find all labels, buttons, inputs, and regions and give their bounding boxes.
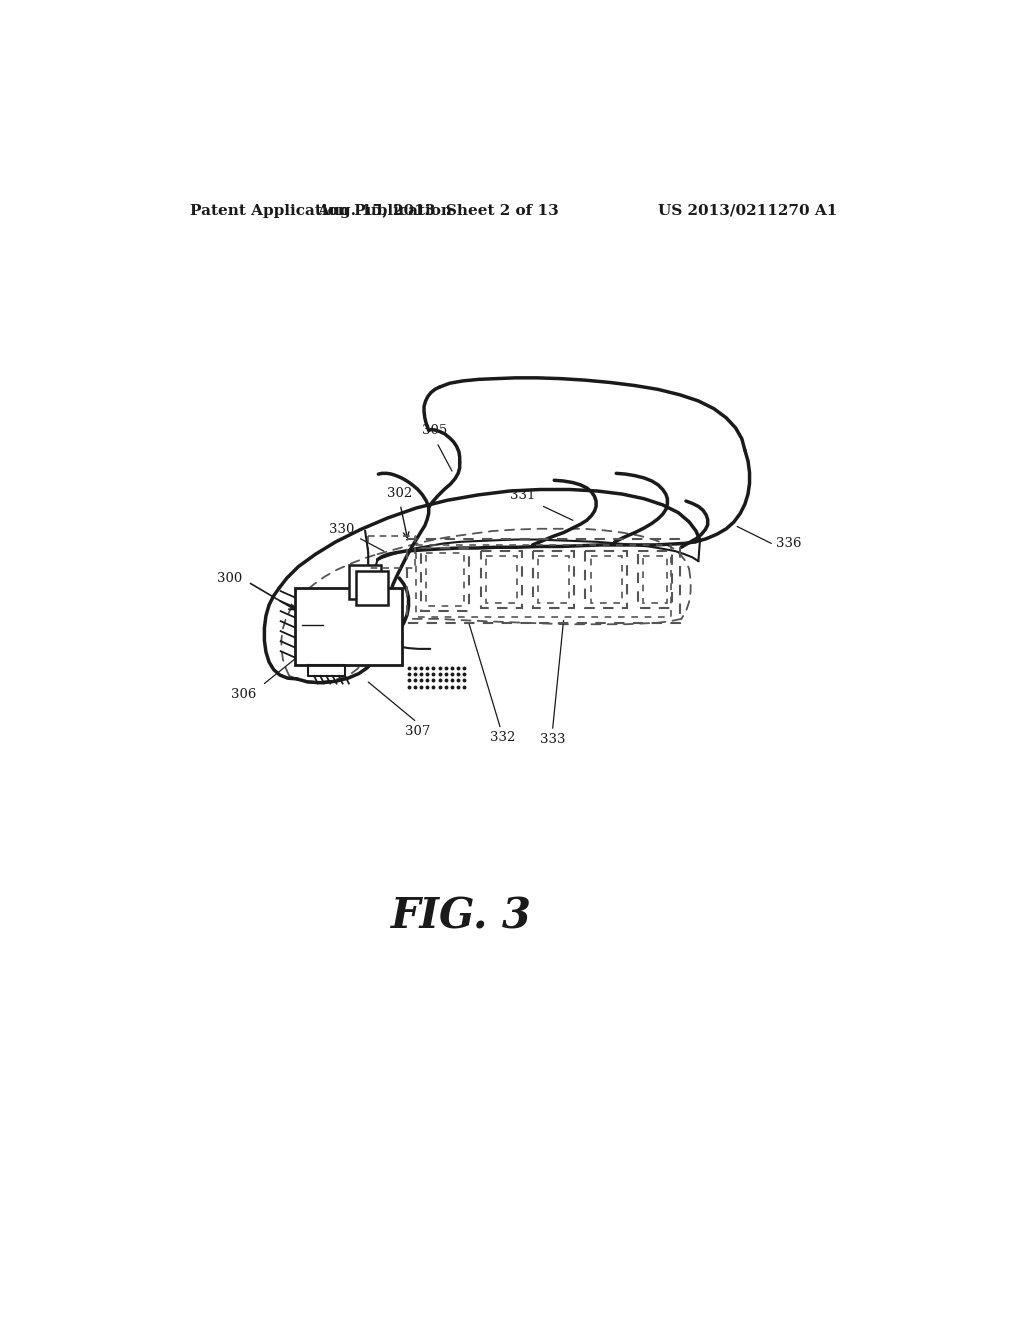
Bar [426, 553, 464, 606]
Text: 333: 333 [540, 733, 565, 746]
Bar [486, 557, 517, 603]
Text: 306: 306 [231, 688, 257, 701]
Text: 307: 307 [406, 725, 430, 738]
Bar [538, 557, 569, 603]
Text: FIG. 3: FIG. 3 [391, 896, 531, 937]
Text: 301: 301 [304, 593, 330, 606]
Bar [407, 539, 680, 623]
Bar [586, 552, 627, 609]
Text: 305: 305 [422, 424, 447, 437]
Bar [417, 545, 671, 618]
Text: 331: 331 [510, 488, 536, 502]
Text: US 2013/0211270 A1: US 2013/0211270 A1 [658, 203, 838, 218]
Bar [421, 548, 469, 611]
Text: 300: 300 [217, 573, 243, 585]
Text: 330: 330 [329, 523, 354, 536]
Bar [532, 552, 574, 609]
Text: Patent Application Publication: Patent Application Publication [190, 203, 452, 218]
Bar [349, 565, 381, 599]
Text: 336: 336 [776, 537, 802, 550]
Bar [369, 536, 415, 568]
Bar [295, 589, 401, 665]
Text: Aug. 15, 2013  Sheet 2 of 13: Aug. 15, 2013 Sheet 2 of 13 [317, 203, 559, 218]
Bar [638, 552, 672, 609]
Bar [591, 557, 622, 603]
Bar [356, 572, 388, 605]
Bar [480, 552, 522, 609]
Text: 332: 332 [490, 731, 516, 744]
Text: 302: 302 [387, 487, 412, 500]
Text: 303: 303 [296, 615, 322, 628]
Bar [643, 557, 667, 603]
